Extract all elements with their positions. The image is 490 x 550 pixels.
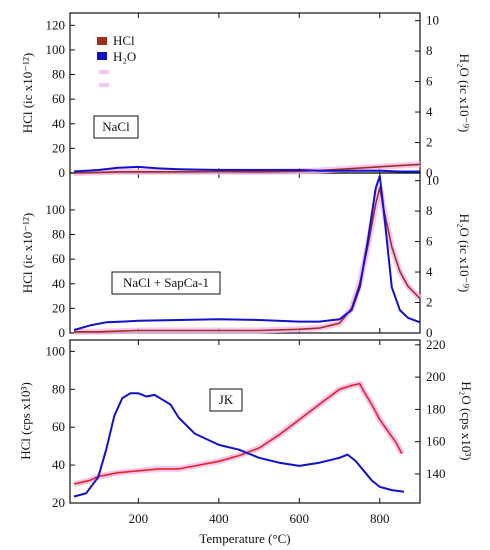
series-line-h2o — [73, 392, 405, 498]
y-axis-label-right: H₂O (ic x10⁻⁹) — [457, 214, 472, 293]
y-tick-label-left: 0 — [59, 325, 66, 340]
y-tick-label-right: 10 — [426, 173, 439, 188]
y-tick-label-left: 100 — [46, 42, 66, 57]
y-tick-label-left: 100 — [46, 202, 66, 217]
y-tick-label-right: 10 — [426, 13, 439, 28]
panel-nacl-sapca: NaCl + SapCa-1 HCl (ic x10⁻¹²) H₂O (ic x… — [20, 172, 472, 334]
y-tick-label-right: 4 — [426, 104, 433, 119]
y-tick-label-left: 40 — [52, 116, 65, 131]
series-line-hcl — [74, 187, 421, 333]
panel-label-box: NaCl — [93, 115, 139, 139]
y-tick-label-right: 160 — [426, 434, 446, 449]
y-tick-label-right: 6 — [426, 74, 433, 89]
x-axis-label: Temperature (°C) — [199, 531, 290, 546]
series-line-h2o — [73, 175, 421, 331]
panel-label-box: NaCl + SapCa-1 — [111, 271, 221, 295]
y-tick-label-right: 0 — [426, 165, 433, 180]
y-tick-label-left: 80 — [52, 67, 65, 82]
y-tick-label-right: 8 — [426, 203, 433, 218]
y-tick-label-right: 2 — [426, 295, 433, 310]
series-lines — [73, 161, 423, 498]
panel-label: JK — [219, 392, 234, 407]
y-tick-label-right: 0 — [426, 325, 433, 340]
y-axis-label-left: HCl (cps x10³) — [18, 382, 33, 460]
panel-frame — [69, 339, 421, 504]
y-tick-label-left: 100 — [46, 343, 66, 358]
panel-label: NaCl — [102, 119, 130, 134]
series-line-hcl-highlight — [74, 184, 423, 335]
y-tick-label-left: 120 — [46, 17, 66, 32]
panel-label-box: JK — [209, 388, 243, 412]
legend-highlight — [99, 70, 109, 74]
y-axis-label-left: HCl (ic x10⁻¹²) — [20, 53, 35, 133]
legend-swatch-h2o — [97, 52, 107, 60]
y-tick-label-left: 20 — [52, 300, 65, 315]
series-line-hcl — [73, 163, 421, 174]
y-tick-label-left: 40 — [52, 276, 65, 291]
panel-label: NaCl + SapCa-1 — [123, 275, 209, 290]
y-axis-label-left: HCl (ic x10⁻¹²) — [20, 213, 35, 293]
legend-highlight — [99, 83, 109, 87]
y-tick-label-right: 140 — [426, 466, 446, 481]
y-tick-label-left: 60 — [52, 251, 65, 266]
y-tick-label-left: 60 — [52, 91, 65, 106]
y-tick-label-left: 20 — [52, 140, 65, 155]
legend-label-hcl: HCl — [113, 33, 135, 48]
y-tick-label-left: 40 — [52, 457, 65, 472]
y-axis-label-right: H₂O (ic x10⁻⁹) — [457, 54, 472, 133]
y-tick-label-right: 6 — [426, 234, 433, 249]
legend-swatch-hcl — [97, 37, 107, 45]
y-axis-label-right: H₂O (cps x10³) — [459, 381, 474, 460]
panel-nacl: NaCl HCl H₂O HCl (ic x10⁻¹²) H₂O (ic x10… — [20, 12, 472, 174]
legend: HCl H₂O — [97, 33, 136, 87]
y-tick-label-right: 180 — [426, 401, 446, 416]
x-tick-label: 600 — [290, 511, 310, 526]
y-tick-label-right: 200 — [426, 369, 446, 384]
y-tick-label-left: 60 — [52, 419, 65, 434]
x-tick-label: 400 — [209, 511, 229, 526]
series-line-h2o — [73, 165, 420, 173]
x-tick-label: 200 — [129, 511, 149, 526]
y-tick-label-right: 8 — [426, 43, 433, 58]
y-tick-label-left: 0 — [59, 165, 66, 180]
y-tick-label-right: 220 — [426, 337, 446, 352]
series-line-hcl — [73, 382, 403, 485]
y-tick-label-right: 2 — [426, 135, 433, 150]
y-tick-label-left: 80 — [52, 381, 65, 396]
x-tick-label: 800 — [370, 511, 390, 526]
legend-label-h2o: H₂O — [113, 49, 136, 64]
y-tick-label-left: 80 — [52, 227, 65, 242]
axis-ticks: 0204060801001200246810020406080100024681… — [46, 13, 446, 526]
panel-jk: JK HCl (cps x10³) H₂O (cps x10³) — [18, 339, 474, 504]
y-tick-label-right: 4 — [426, 264, 433, 279]
y-tick-label-left: 20 — [52, 495, 65, 510]
